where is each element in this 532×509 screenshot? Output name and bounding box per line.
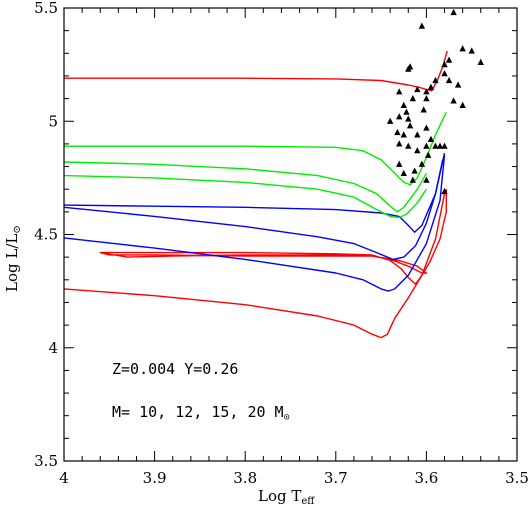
star-marker	[477, 58, 484, 65]
x-tick-label: 3.7	[324, 469, 348, 487]
star-marker	[409, 95, 417, 102]
star-marker	[468, 47, 475, 54]
y-tick-label: 4	[48, 339, 58, 357]
star-marker	[400, 169, 407, 176]
star-marker	[396, 160, 403, 167]
x-tick-label: 4	[59, 469, 69, 487]
star-marker	[436, 142, 444, 149]
star-marker	[423, 142, 430, 149]
axis-ticks	[64, 8, 517, 461]
star-marker	[425, 151, 432, 158]
star-marker	[432, 142, 439, 149]
x-tick-label: 3.6	[414, 469, 438, 487]
x-tick-label: 3.9	[143, 469, 167, 487]
track-line-7	[63, 161, 428, 213]
y-tick-label: 3.5	[34, 452, 58, 470]
star-marker	[459, 45, 466, 52]
y-tick-label: 4.5	[34, 226, 58, 244]
star-marker	[423, 88, 430, 95]
star-marker	[414, 85, 421, 93]
star-marker	[418, 160, 426, 167]
star-marker	[441, 187, 448, 195]
star-marker	[459, 101, 466, 108]
star-marker	[423, 176, 430, 183]
star-marker	[400, 131, 407, 138]
star-marker	[405, 142, 412, 149]
mass-annotation: M= 10, 12, 15, 20 M⊙	[112, 403, 290, 423]
star-marker	[396, 113, 403, 120]
star-marker	[441, 70, 448, 77]
track-line-3	[63, 155, 446, 292]
star-marker	[423, 95, 430, 102]
star-marker	[400, 101, 407, 108]
star-marker	[418, 22, 426, 29]
star-marker	[405, 65, 412, 72]
track-line-2	[99, 189, 447, 285]
x-axis-title: Log Teff	[258, 487, 315, 507]
star-marker	[409, 176, 417, 183]
star-marker	[405, 115, 412, 122]
star-marker	[394, 128, 401, 136]
star-marker	[450, 97, 457, 104]
metallicity-annotation: Z=0.004 Y=0.26	[112, 360, 238, 378]
track-line-6	[63, 174, 427, 219]
star-marker	[386, 117, 394, 124]
star-marker	[403, 108, 410, 115]
star-marker	[441, 61, 448, 68]
track-line-9	[64, 50, 448, 92]
star-marker	[450, 8, 457, 16]
y-tick-label: 5.5	[34, 0, 58, 17]
star-marker	[445, 76, 453, 84]
star-marker	[432, 76, 439, 84]
x-tick-label: 3.8	[233, 469, 257, 487]
observed-stars	[386, 8, 484, 195]
tick-labels: 4 3.9 3.8 3.7 3.6 3.53.544.555.5	[34, 0, 529, 487]
star-marker	[427, 83, 435, 90]
star-marker	[414, 147, 421, 154]
x-tick-label: 3.5	[505, 469, 529, 487]
star-marker	[420, 106, 427, 113]
track-line-4	[63, 159, 444, 261]
evolutionary-tracks	[63, 50, 448, 339]
y-tick-label: 5	[48, 112, 58, 130]
star-marker	[441, 142, 448, 149]
star-marker	[445, 56, 453, 63]
plot-frame	[63, 7, 518, 462]
star-marker	[396, 140, 403, 147]
star-marker	[423, 124, 430, 131]
track-line-5	[63, 152, 446, 233]
star-marker	[414, 131, 421, 138]
star-marker	[454, 81, 462, 88]
star-marker	[411, 167, 418, 174]
y-axis-title: Log L/L⊙	[3, 225, 23, 292]
star-marker	[427, 135, 435, 142]
star-marker	[406, 122, 414, 129]
star-marker	[396, 88, 403, 95]
